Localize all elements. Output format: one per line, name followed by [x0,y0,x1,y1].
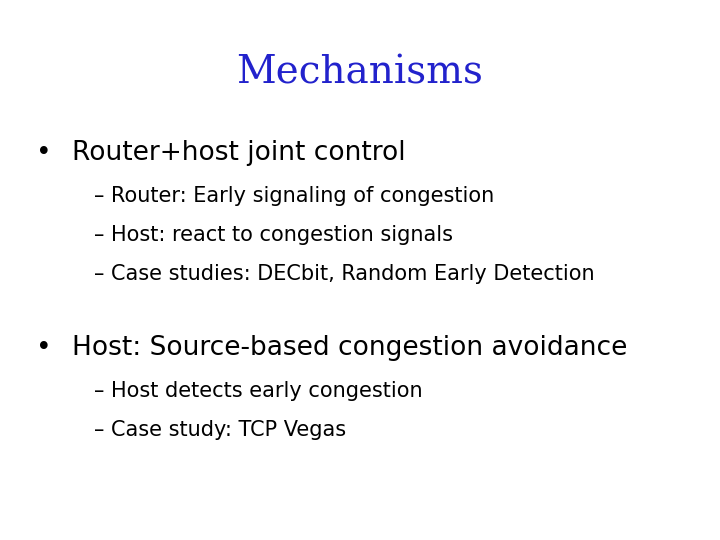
Text: •: • [36,335,52,361]
Text: •: • [36,140,52,166]
Text: Host: Source-based congestion avoidance: Host: Source-based congestion avoidance [72,335,627,361]
Text: – Case study: TCP Vegas: – Case study: TCP Vegas [94,420,346,440]
Text: Mechanisms: Mechanisms [237,54,483,91]
Text: – Case studies: DECbit, Random Early Detection: – Case studies: DECbit, Random Early Det… [94,264,594,284]
Text: – Host detects early congestion: – Host detects early congestion [94,381,422,401]
Text: Router+host joint control: Router+host joint control [72,140,405,166]
Text: – Router: Early signaling of congestion: – Router: Early signaling of congestion [94,186,494,206]
Text: – Host: react to congestion signals: – Host: react to congestion signals [94,225,453,245]
